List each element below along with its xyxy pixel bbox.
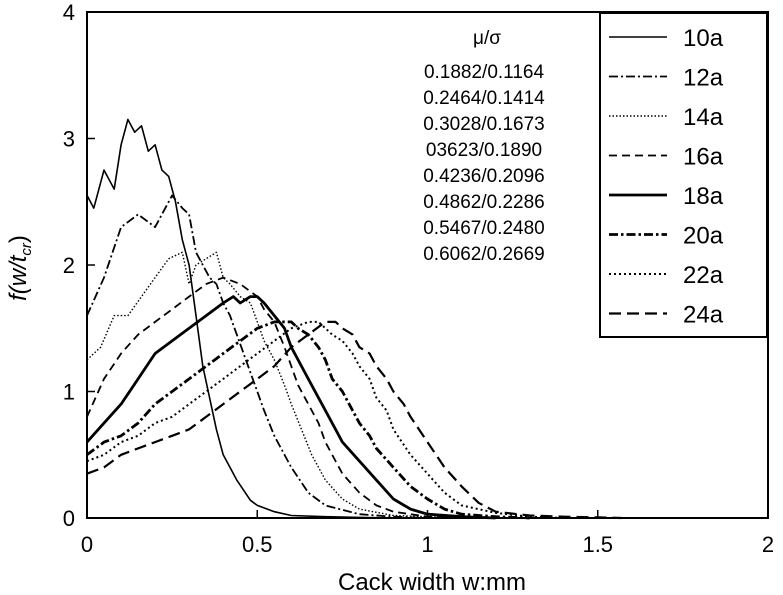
legend-label-18a: 18a: [683, 183, 724, 210]
legend: 10a 12a 14a 16a 18a 20a 22a 24a: [599, 12, 768, 338]
plot-area: 0 0.5 1 1.5 2 0 1 2 3 4: [63, 0, 774, 557]
annotation-line-3: 0.3028/0.1673: [423, 114, 545, 135]
y-axis-title-main: f(w/t: [5, 254, 32, 301]
legend-label-16a: 16a: [683, 144, 724, 171]
y-tick-label: 0: [63, 506, 75, 531]
x-tick-label: 1.5: [582, 532, 613, 557]
series-line-18a: [85, 295, 496, 520]
x-tick-label: 0: [81, 532, 93, 557]
mu-sigma-annotation: μ/σ 0.1882/0.1164 0.2464/0.1414 0.3028/0…: [423, 28, 545, 265]
legend-label-12a: 12a: [683, 65, 724, 92]
legend-label-24a: 24a: [683, 302, 724, 329]
annotation-line-8: 0.6062/0.2669: [423, 244, 545, 265]
x-axis-title: Cack width w:mm: [338, 569, 526, 595]
series-line-12a: [86, 194, 428, 519]
x-tick-label: 2: [762, 532, 774, 557]
annotation-line-2: 0.2464/0.1414: [423, 88, 545, 109]
y-axis-ticks: 0 1 2 3 4: [63, 0, 95, 531]
y-tick-label: 4: [63, 0, 75, 25]
series-line-10a: [86, 118, 394, 519]
annotation-title: μ/σ: [473, 28, 501, 49]
annotation-line-4: 03623/0.1890: [426, 140, 542, 161]
x-tick-label: 0.5: [242, 532, 273, 557]
annotation-line-5: 0.4236/0.2096: [423, 166, 545, 187]
legend-box: [599, 12, 768, 338]
series-lines: [85, 118, 622, 520]
series-line-20a: [86, 320, 530, 520]
series-line-14a: [86, 251, 462, 519]
y-tick-label: 1: [63, 380, 75, 405]
x-axis-ticks: 0 0.5 1 1.5 2: [81, 510, 774, 557]
legend-label-20a: 20a: [683, 223, 724, 250]
y-axis-title: f(w/tcr): [5, 235, 35, 301]
y-axis-title-close: ): [5, 235, 32, 243]
y-tick-label: 2: [63, 253, 75, 278]
annotation-line-1: 0.1882/0.1164: [424, 62, 545, 83]
legend-label-10a: 10a: [683, 25, 724, 52]
legend-label-22a: 22a: [683, 262, 724, 289]
annotation-line-6: 0.4862/0.2286: [423, 192, 545, 213]
legend-label-14a: 14a: [683, 104, 724, 131]
x-tick-label: 1: [421, 532, 433, 557]
series-line-22a: [86, 320, 564, 519]
annotation-line-7: 0.5467/0.2480: [423, 218, 545, 239]
y-axis-title-subscript: cr: [18, 242, 35, 256]
y-tick-label: 3: [63, 127, 75, 152]
series-line-16a: [86, 276, 462, 519]
series-line-24a: [86, 320, 622, 520]
